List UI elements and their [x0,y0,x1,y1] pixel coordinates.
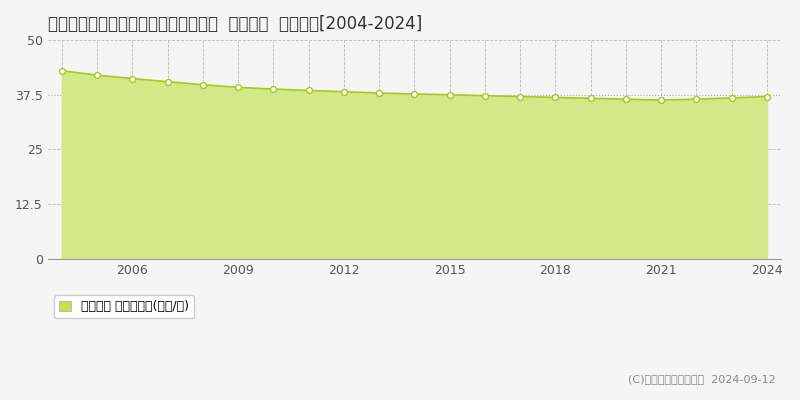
Point [302,87,315,94]
Point [338,88,350,95]
Point [162,78,174,85]
Point [619,96,632,102]
Point [55,68,68,74]
Point [373,90,386,96]
Text: 愛知県知多市にしの台４丁目７番３外  地価公示  地価推移[2004-2024]: 愛知県知多市にしの台４丁目７番３外 地価公示 地価推移[2004-2024] [48,15,422,33]
Point [408,91,421,97]
Point [549,94,562,101]
Point [267,86,280,92]
Point [443,92,456,98]
Point [126,76,138,82]
Point [478,92,491,99]
Point [584,95,597,102]
Point [761,93,774,100]
Point [232,84,245,90]
Legend: 地価公示 平均坪単価(万円/坪): 地価公示 平均坪単価(万円/坪) [54,295,194,318]
Text: (C)土地価格ドットコム  2024-09-12: (C)土地価格ドットコム 2024-09-12 [628,374,776,384]
Point [197,82,210,88]
Point [726,95,738,101]
Point [514,93,526,100]
Point [690,96,703,102]
Point [655,97,668,103]
Point [90,72,103,78]
